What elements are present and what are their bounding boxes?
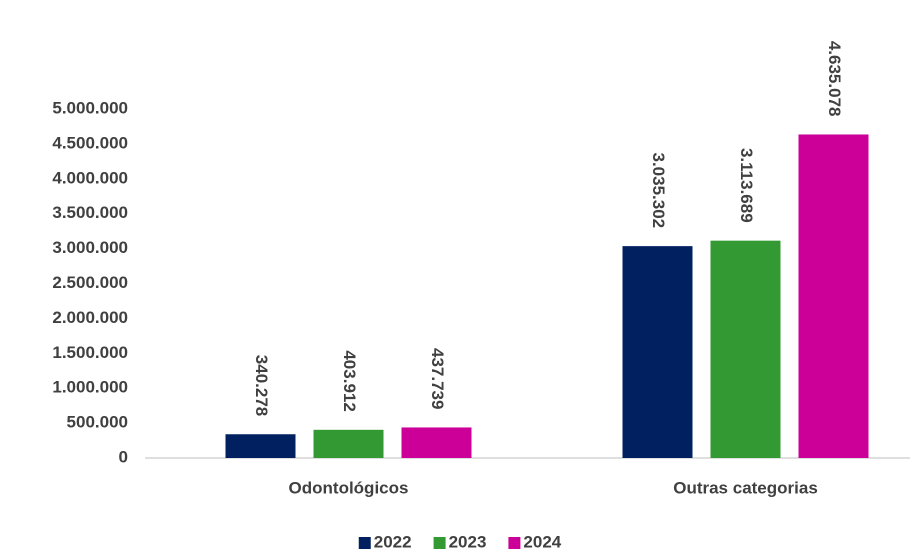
y-tick-label: 2.000.000 <box>52 308 128 327</box>
x-tick-label: Odontológicos <box>289 478 409 497</box>
x-tick-label: Outras categorias <box>673 478 818 497</box>
y-tick-label: 4.500.000 <box>52 133 128 152</box>
legend-swatch <box>508 537 521 549</box>
bar <box>313 429 384 458</box>
legend-label: 2022 <box>374 532 412 551</box>
bar <box>225 434 296 458</box>
legend-label: 2023 <box>449 532 487 551</box>
bar <box>710 240 781 458</box>
data-label: 403.912 <box>340 350 359 411</box>
y-tick-label: 1.000.000 <box>52 378 128 397</box>
legend-label: 2024 <box>523 532 561 551</box>
data-label: 340.278 <box>252 355 271 416</box>
data-label: 3.035.302 <box>649 152 668 228</box>
y-tick-label: 3.000.000 <box>52 238 128 257</box>
y-tick-label: 3.500.000 <box>52 203 128 222</box>
legend-swatch <box>433 537 446 549</box>
data-label: 437.739 <box>428 348 447 409</box>
bar <box>401 427 472 458</box>
y-tick-label: 4.000.000 <box>52 168 128 187</box>
bar <box>798 134 869 458</box>
y-tick-label: 500.000 <box>67 413 128 432</box>
y-tick-label: 1.500.000 <box>52 343 128 362</box>
bar <box>622 246 693 458</box>
data-label: 3.113.689 <box>737 148 756 223</box>
y-tick-label: 2.500.000 <box>52 273 128 292</box>
legend-swatch <box>358 537 371 549</box>
y-tick-label: 5.000.000 <box>52 98 128 117</box>
data-label: 4.635.078 <box>825 41 844 117</box>
y-tick-label: 0 <box>119 447 128 466</box>
